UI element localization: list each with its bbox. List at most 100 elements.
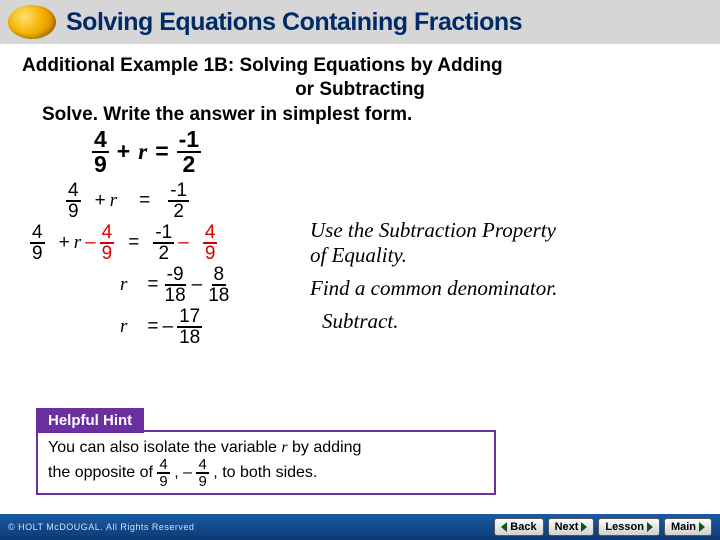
frac-num: 4 [100, 223, 115, 244]
frac: -1 2 [153, 223, 174, 263]
frac-den: 2 [157, 244, 172, 263]
explanation-3: Subtract. [322, 309, 698, 334]
main-button[interactable]: Main [664, 518, 712, 536]
hint-text-b: by adding [288, 439, 362, 456]
hint-comma2: , [213, 464, 217, 481]
explanation-1a: Use the Subtraction Property [310, 218, 698, 243]
back-label: Back [510, 521, 536, 533]
minus-sign: – [192, 274, 203, 296]
equals-sign: = [147, 274, 158, 296]
frac-den: 9 [203, 244, 218, 263]
work-step-3: r = -9 18 – 8 18 [22, 266, 302, 304]
variable-r: r [120, 274, 127, 296]
frac-den: 9 [66, 202, 81, 221]
example-heading-line2: or Subtracting [22, 78, 698, 102]
explanation-2: Find a common denominator. [310, 276, 698, 301]
plus-sign: + [59, 232, 70, 254]
subtracted-frac-right: 4 9 [203, 223, 218, 263]
frac-num: 4 [30, 223, 45, 244]
subtracted-frac-left: 4 9 [100, 223, 115, 263]
work-step-4: r = – 17 18 [22, 308, 302, 346]
frac: -9 18 [163, 265, 188, 305]
minus-sign: – [85, 232, 96, 254]
frac-num: -1 [153, 223, 174, 244]
triangle-right-icon [647, 522, 653, 532]
frac-den: 9 [157, 474, 169, 489]
frac: -1 2 [168, 181, 189, 221]
footer-bar: © HOLT McDOUGAL. All Rights Reserved Bac… [0, 514, 720, 540]
plus-sign: + [117, 138, 130, 165]
hint-text-a: You can also isolate the variable [48, 439, 281, 456]
triangle-right-icon [699, 522, 705, 532]
frac-num: -1 [177, 128, 201, 153]
lesson-button[interactable]: Lesson [598, 518, 660, 536]
triangle-right-icon [581, 522, 587, 532]
title-bar: Solving Equations Containing Fractions [0, 0, 720, 44]
plus-sign: + [95, 190, 106, 212]
equals-sign: = [128, 232, 139, 254]
main-equation: 4 9 + r = -1 2 [92, 128, 698, 176]
frac-den: 9 [92, 153, 109, 176]
frac-den: 9 [30, 244, 45, 263]
next-label: Next [555, 521, 579, 533]
frac: 4 9 [66, 181, 81, 221]
explanation-1b: of Equality. [310, 243, 698, 268]
explanation-column: Use the Subtraction Property of Equality… [302, 182, 698, 350]
frac-den: 18 [177, 328, 202, 347]
frac-den: 9 [100, 244, 115, 263]
example-heading-line1: Additional Example 1B: Solving Equations… [22, 54, 698, 78]
helpful-hint-body: You can also isolate the variable r by a… [38, 432, 494, 493]
work-step-2: 4 9 + r – 4 9 = -1 2 – [22, 224, 302, 262]
instruction-text: Solve. Write the answer in simplest form… [42, 104, 698, 126]
variable-r: r [120, 316, 127, 338]
content-area: Additional Example 1B: Solving Equations… [0, 44, 720, 350]
lesson-label: Lesson [605, 521, 644, 533]
work-step-1: 4 9 + r = -1 2 [22, 182, 302, 220]
helpful-hint-tab: Helpful Hint [36, 408, 144, 433]
equation-column: 4 9 + r = -1 2 4 9 + [22, 182, 302, 350]
main-eq-lhs-frac: 4 9 [92, 128, 109, 176]
variable-r: r [74, 232, 81, 254]
next-button[interactable]: Next [548, 518, 595, 536]
frac-num: 17 [177, 307, 202, 328]
triangle-left-icon [501, 522, 507, 532]
copyright-text: © HOLT McDOUGAL. All Rights Reserved [8, 522, 194, 532]
frac-num: 4 [196, 457, 208, 474]
frac: 8 18 [206, 265, 231, 305]
frac-den: 9 [196, 474, 208, 489]
hint-text-c: the opposite of [48, 464, 157, 481]
frac-num: 4 [203, 223, 218, 244]
hint-neg: – [183, 464, 192, 481]
frac-num: 4 [92, 128, 109, 153]
frac-num: -9 [165, 265, 186, 286]
variable-r: r [138, 139, 147, 165]
hint-frac-1: 4 9 [157, 457, 169, 489]
footer-buttons: Back Next Lesson Main [494, 518, 712, 536]
frac-num: 4 [66, 181, 81, 202]
main-label: Main [671, 521, 696, 533]
main-eq-rhs-frac: -1 2 [177, 128, 201, 176]
equals-sign: = [147, 316, 158, 338]
hint-text-d: to both sides. [222, 464, 317, 481]
frac-den: 18 [163, 286, 188, 305]
page-title: Solving Equations Containing Fractions [66, 8, 522, 37]
frac-den: 18 [206, 286, 231, 305]
equals-sign: = [155, 138, 168, 165]
minus-sign: – [178, 232, 189, 254]
frac-den: 2 [180, 153, 197, 176]
frac-num: 8 [212, 265, 227, 286]
work-area: 4 9 + r = -1 2 4 9 + [22, 182, 698, 350]
frac-num: -1 [168, 181, 189, 202]
negative-sign: – [163, 316, 174, 338]
helpful-hint-box: Helpful Hint You can also isolate the va… [36, 430, 496, 495]
frac-den: 2 [171, 202, 186, 221]
back-button[interactable]: Back [494, 518, 543, 536]
hint-frac-2: 4 9 [196, 457, 208, 489]
logo-orb-icon [8, 5, 56, 39]
variable-r: r [110, 190, 117, 212]
equals-sign: = [139, 190, 150, 212]
frac: 4 9 [30, 223, 45, 263]
answer-frac: 17 18 [177, 307, 202, 347]
hint-comma1: , [174, 464, 178, 481]
frac-num: 4 [157, 457, 169, 474]
